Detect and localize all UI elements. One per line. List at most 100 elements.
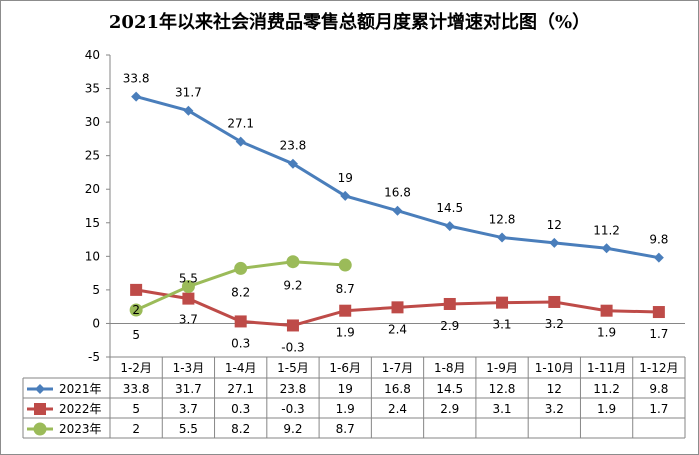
table-cell: 1.9 xyxy=(597,402,616,416)
data-label: 3.7 xyxy=(179,313,198,327)
data-label: 27.1 xyxy=(227,117,254,131)
data-point xyxy=(548,295,561,308)
table-cell: -0.3 xyxy=(281,402,304,416)
data-point xyxy=(286,319,299,332)
data-point xyxy=(131,91,142,102)
data-label: 5.5 xyxy=(179,272,198,286)
table-cell: 2 xyxy=(132,422,140,436)
data-label: 8.2 xyxy=(231,285,250,299)
data-label: 31.7 xyxy=(175,86,202,100)
data-label: 3.1 xyxy=(492,318,511,332)
data-label: 16.8 xyxy=(384,186,411,200)
data-point xyxy=(234,315,247,328)
data-point xyxy=(653,252,664,263)
y-tick-label: 40 xyxy=(85,48,100,62)
data-point xyxy=(338,258,352,272)
x-tick-label: 1-3月 xyxy=(173,361,205,375)
data-label: 0.3 xyxy=(231,336,250,350)
data-label: 12.8 xyxy=(489,213,516,227)
x-tick-label: 1-11月 xyxy=(587,361,626,375)
table-cell: 1.9 xyxy=(336,402,355,416)
data-point xyxy=(444,221,455,232)
x-tick-label: 1-5月 xyxy=(277,361,309,375)
legend-label: 2021年 xyxy=(59,382,102,396)
table-cell: 0.3 xyxy=(231,402,250,416)
data-point xyxy=(183,105,194,116)
data-point xyxy=(497,232,508,243)
data-point xyxy=(287,158,298,169)
table-cell: 19 xyxy=(338,382,353,396)
x-tick-label: 1-4月 xyxy=(225,361,257,375)
data-point xyxy=(392,205,403,216)
x-tick-label: 1-7月 xyxy=(382,361,414,375)
table-cell: 3.7 xyxy=(179,402,198,416)
legend-label: 2022年 xyxy=(59,402,102,416)
legend-marker-square xyxy=(34,403,46,415)
data-point xyxy=(129,303,143,317)
table-cell: 16.8 xyxy=(384,382,411,396)
data-point xyxy=(652,306,665,319)
data-label: 19 xyxy=(338,171,353,185)
y-tick-label: -5 xyxy=(88,350,100,364)
data-point xyxy=(391,301,404,314)
table-cell: 33.8 xyxy=(123,382,150,396)
x-tick-label: 1-6月 xyxy=(329,361,361,375)
x-tick-label: 1-2月 xyxy=(120,361,152,375)
table-cell: 3.1 xyxy=(492,402,511,416)
data-point xyxy=(182,292,195,305)
series-line-2021年 xyxy=(135,95,660,260)
data-label: 11.2 xyxy=(593,223,620,237)
y-tick-label: 20 xyxy=(85,182,100,196)
data-label: 2.4 xyxy=(388,322,407,336)
table-cell: 1.7 xyxy=(649,402,668,416)
data-point xyxy=(339,304,352,317)
legend-marker-diamond xyxy=(35,384,45,394)
data-label: 33.8 xyxy=(123,72,150,86)
table-cell: 14.5 xyxy=(436,382,463,396)
y-tick-label: 30 xyxy=(85,115,100,129)
table-cell: 5 xyxy=(132,402,140,416)
table-cell: 9.2 xyxy=(283,422,302,436)
table-cell: 5.5 xyxy=(179,422,198,436)
table-cell: 3.2 xyxy=(545,402,564,416)
data-label: 5 xyxy=(132,328,140,342)
data-label: -0.3 xyxy=(281,340,304,354)
data-label: 2.9 xyxy=(440,319,459,333)
data-point xyxy=(234,261,248,275)
data-label: 9.2 xyxy=(283,279,302,293)
data-label: 12 xyxy=(547,218,562,232)
table-cell: 8.7 xyxy=(336,422,355,436)
table-cell: 8.2 xyxy=(231,422,250,436)
data-point xyxy=(181,280,195,294)
data-label: 8.7 xyxy=(336,282,355,296)
table-cell: 12 xyxy=(547,382,562,396)
data-label: 1.7 xyxy=(649,327,668,341)
y-tick-label: 15 xyxy=(85,216,100,230)
x-tick-label: 1-10月 xyxy=(535,361,574,375)
legend-label: 2023年 xyxy=(59,422,102,436)
data-point xyxy=(286,255,300,269)
data-point xyxy=(601,243,612,254)
data-point xyxy=(340,190,351,201)
data-point xyxy=(235,136,246,147)
data-label: 1.9 xyxy=(597,326,616,340)
x-tick-label: 1-8月 xyxy=(434,361,466,375)
data-point xyxy=(130,283,143,296)
chart-title: 2021年以来社会消费品零售总额月度累计增速对比图（%） xyxy=(108,12,591,33)
data-point xyxy=(496,296,509,309)
data-label: 1.9 xyxy=(336,326,355,340)
y-tick-label: 35 xyxy=(85,82,100,96)
y-tick-label: 5 xyxy=(92,283,100,297)
x-tick-label: 1-12月 xyxy=(639,361,678,375)
data-label: 2 xyxy=(132,303,140,317)
y-tick-label: 0 xyxy=(92,316,100,330)
table-cell: 2.4 xyxy=(388,402,407,416)
data-point xyxy=(600,304,613,317)
table-cell: 2.9 xyxy=(440,402,459,416)
y-tick-label: 25 xyxy=(85,149,100,163)
legend-marker-circle xyxy=(33,422,47,436)
data-label: 14.5 xyxy=(436,201,463,215)
data-label: 3.2 xyxy=(545,317,564,331)
x-tick-label: 1-9月 xyxy=(486,361,518,375)
